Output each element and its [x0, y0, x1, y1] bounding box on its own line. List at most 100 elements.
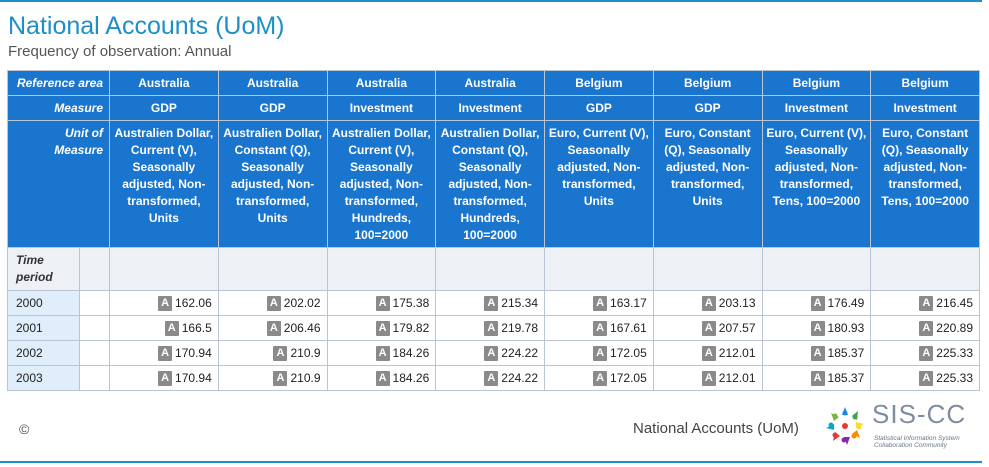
column-unit-header[interactable]: Australien Dollar, Current (V), Seasonal…: [109, 120, 219, 248]
observation-flag-badge[interactable]: A: [375, 345, 390, 361]
value-cell[interactable]: A 170.94: [109, 340, 219, 366]
value-cell[interactable]: A 166.5: [109, 315, 219, 341]
observation-flag-badge[interactable]: A: [701, 295, 716, 311]
value-cell[interactable]: A 172.05: [544, 365, 654, 391]
column-area-header[interactable]: Australia: [109, 70, 219, 96]
column-measure-header[interactable]: GDP: [109, 95, 219, 121]
column-measure-header[interactable]: Investment: [870, 95, 980, 121]
value-cell[interactable]: A 212.01: [652, 365, 763, 391]
observation-flag-badge[interactable]: A: [919, 295, 934, 311]
column-measure-header[interactable]: GDP: [652, 95, 763, 121]
time-period-cell[interactable]: 2003: [7, 365, 80, 391]
value-cell[interactable]: A 219.78: [435, 315, 545, 341]
value-cell[interactable]: A 220.89: [870, 315, 980, 341]
value-cell[interactable]: A 225.33: [870, 365, 980, 391]
column-measure-header[interactable]: GDP: [544, 95, 654, 121]
value-cell[interactable]: A 170.94: [109, 365, 219, 391]
column-unit-header[interactable]: Australien Dollar, Current (V), Seasonal…: [326, 120, 437, 248]
observation-flag-badge[interactable]: A: [593, 320, 608, 336]
observation-flag-badge[interactable]: A: [701, 320, 716, 336]
value-cell[interactable]: A 185.37: [761, 340, 872, 366]
observation-value: 162.06: [175, 296, 212, 311]
observation-flag-badge[interactable]: A: [810, 370, 825, 386]
reference-area-label: Reference area: [7, 70, 110, 96]
column-area-header[interactable]: Belgium: [761, 70, 872, 96]
column-area-header[interactable]: Belgium: [544, 70, 654, 96]
observation-flag-badge[interactable]: A: [375, 295, 390, 311]
column-measure-header[interactable]: GDP: [217, 95, 328, 121]
observation-flag-badge[interactable]: A: [919, 320, 934, 336]
value-cell[interactable]: A 203.13: [652, 290, 763, 316]
observation-flag-badge[interactable]: A: [484, 320, 499, 336]
observation-flag-badge[interactable]: A: [810, 345, 825, 361]
observation-flag-badge[interactable]: A: [919, 345, 934, 361]
value-cell[interactable]: A 212.01: [652, 340, 763, 366]
observation-flag-badge[interactable]: A: [593, 370, 608, 386]
observation-flag-badge[interactable]: A: [593, 345, 608, 361]
value-cell[interactable]: A 176.49: [761, 290, 872, 316]
value-cell[interactable]: A 210.9: [217, 340, 328, 366]
value-cell[interactable]: A 163.17: [544, 290, 654, 316]
table-row: 2000 A 162.06 A 202.02 A 175.38 A 215.34 A 163.17 A…: [7, 290, 980, 316]
value-cell[interactable]: A 175.38: [326, 290, 437, 316]
column-unit-header[interactable]: Euro, Constant (Q), Seasonally adjusted,…: [652, 120, 763, 248]
observation-flag-badge[interactable]: A: [158, 345, 173, 361]
value-cell[interactable]: A 215.34: [435, 290, 545, 316]
observation-value: 212.01: [718, 371, 756, 386]
column-unit-header[interactable]: Euro, Current (V), Seasonally adjusted, …: [761, 120, 872, 248]
observation-flag-badge[interactable]: A: [375, 370, 390, 386]
observation-flag-badge[interactable]: A: [273, 345, 288, 361]
value-cell[interactable]: A 185.37: [761, 365, 872, 391]
time-period-cell[interactable]: 2002: [7, 340, 80, 366]
column-measure-header[interactable]: Investment: [326, 95, 437, 121]
column-unit-header[interactable]: Australien Dollar, Constant (Q), Seasona…: [217, 120, 328, 248]
value-cell[interactable]: A 216.45: [870, 290, 980, 316]
observation-flag-badge[interactable]: A: [484, 370, 499, 386]
column-area-header[interactable]: Belgium: [870, 70, 980, 96]
value-cell[interactable]: A 162.06: [109, 290, 219, 316]
observation-flag-badge[interactable]: A: [164, 320, 179, 336]
column-unit-header[interactable]: Euro, Constant (Q), Seasonally adjusted,…: [870, 120, 980, 248]
value-cell[interactable]: A 167.61: [544, 315, 654, 341]
observation-flag-badge[interactable]: A: [375, 320, 390, 336]
column-unit-header[interactable]: Australien Dollar, Constant (Q), Seasona…: [435, 120, 545, 248]
observation-flag-badge[interactable]: A: [266, 295, 281, 311]
value-cell[interactable]: A 184.26: [326, 340, 437, 366]
value-cell[interactable]: A 206.46: [217, 315, 328, 341]
value-cell[interactable]: A 224.22: [435, 340, 545, 366]
column-area-header[interactable]: Belgium: [652, 70, 763, 96]
observation-flag-badge[interactable]: A: [266, 320, 281, 336]
observation-flag-badge[interactable]: A: [701, 345, 716, 361]
observation-flag-badge[interactable]: A: [484, 295, 499, 311]
value-cell[interactable]: A 224.22: [435, 365, 545, 391]
sis-cc-logo[interactable]: SIS-CC Statistical Information System Co…: [820, 399, 980, 451]
observation-flag-badge[interactable]: A: [810, 320, 825, 336]
observation-flag-badge[interactable]: A: [593, 295, 608, 311]
value-cell[interactable]: A 180.93: [761, 315, 872, 341]
column-measure-header[interactable]: Investment: [761, 95, 872, 121]
column-measure-header[interactable]: Investment: [435, 95, 545, 121]
value-cell[interactable]: A 225.33: [870, 340, 980, 366]
value-cell[interactable]: A 179.82: [326, 315, 437, 341]
time-period-cell[interactable]: 2000: [7, 290, 80, 316]
value-cell[interactable]: A 184.26: [326, 365, 437, 391]
column-area-header[interactable]: Australia: [435, 70, 545, 96]
column-area-header[interactable]: Australia: [326, 70, 437, 96]
observation-flag-badge[interactable]: A: [273, 370, 288, 386]
value-cell[interactable]: A 172.05: [544, 340, 654, 366]
time-period-cell[interactable]: 2001: [7, 315, 80, 341]
observation-flag-badge[interactable]: A: [484, 345, 499, 361]
observation-flag-badge[interactable]: A: [158, 370, 173, 386]
observation-value: 215.34: [501, 296, 538, 311]
observation-flag-badge[interactable]: A: [158, 295, 173, 311]
value-cell[interactable]: A 202.02: [217, 290, 328, 316]
observation-value: 203.13: [718, 296, 756, 311]
column-unit-header[interactable]: Euro, Current (V), Seasonally adjusted, …: [544, 120, 654, 248]
value-cell[interactable]: A 210.9: [217, 365, 328, 391]
column-area-header[interactable]: Australia: [217, 70, 328, 96]
observation-flag-badge[interactable]: A: [919, 370, 934, 386]
observation-flag-badge[interactable]: A: [810, 295, 825, 311]
value-cell[interactable]: A 207.57: [652, 315, 763, 341]
time-period-label: Time period: [7, 247, 80, 291]
observation-flag-badge[interactable]: A: [701, 370, 716, 386]
